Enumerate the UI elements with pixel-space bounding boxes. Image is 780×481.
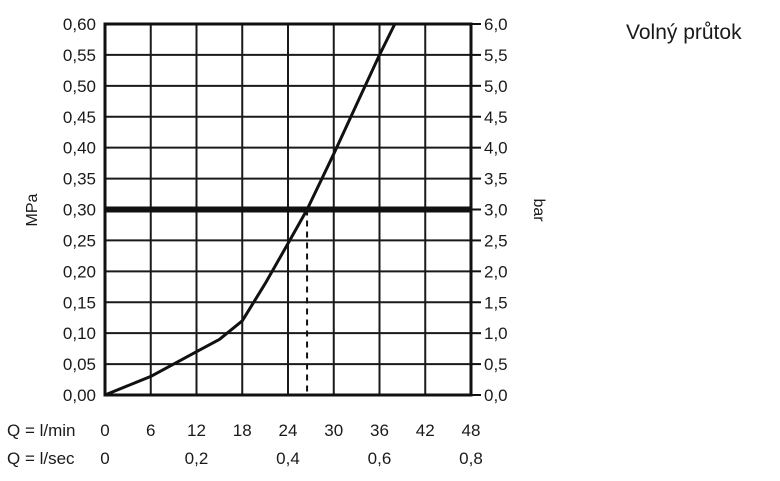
left-tick-label: 0,20 xyxy=(63,262,96,281)
bottom-tick-label-lsec: 0,8 xyxy=(459,449,483,468)
row2-axis-label: Q = l/sec xyxy=(7,449,75,468)
row1-axis-label: Q = l/min xyxy=(7,421,76,440)
right-tick-label: 4,5 xyxy=(484,108,508,127)
left-tick-label: 0,45 xyxy=(63,108,96,127)
right-axis-ticks: 0,0 0,5 1,0 1,5 2,0 2,5 3,0 3,5 4,0 4,5 5,0 5,5 6,0 xyxy=(471,15,508,405)
left-tick-label: 0,40 xyxy=(63,139,96,158)
bottom-tick-label-lmin: 6 xyxy=(146,421,155,440)
bottom-tick-label-lsec: 0 xyxy=(100,449,109,468)
left-tick-label: 0,10 xyxy=(63,324,96,343)
bottom-tick-label-lmin: 30 xyxy=(324,421,343,440)
right-axis-title: bar xyxy=(530,198,547,222)
bottom-axis-lmin: 0 6 12 18 24 30 36 42 48 xyxy=(100,421,480,440)
left-tick-label: 0,00 xyxy=(63,386,96,405)
bottom-tick-label-lsec: 0,2 xyxy=(185,449,209,468)
bottom-tick-label-lsec: 0,4 xyxy=(276,449,300,468)
right-tick-label: 4,0 xyxy=(484,139,508,158)
right-tick-label: 3,0 xyxy=(484,201,508,220)
right-tick-label: 5,0 xyxy=(484,77,508,96)
right-tick-label: 2,5 xyxy=(484,231,508,250)
bottom-tick-label-lmin: 48 xyxy=(462,421,481,440)
right-tick-label: 5,5 xyxy=(484,46,508,65)
right-tick-label: 0,0 xyxy=(484,386,508,405)
left-tick-label: 0,60 xyxy=(63,15,96,34)
bottom-tick-label-lmin: 42 xyxy=(416,421,435,440)
chart-caption: Volný průtok xyxy=(626,21,742,44)
flow-curve xyxy=(103,22,397,397)
bottom-tick-label-lmin: 36 xyxy=(370,421,389,440)
left-tick-label: 0,15 xyxy=(63,293,96,312)
left-tick-label: 0,25 xyxy=(63,231,96,250)
series-group xyxy=(103,22,397,397)
left-tick-label: 0,35 xyxy=(63,170,96,189)
right-tick-label: 3,5 xyxy=(484,170,508,189)
left-tick-label: 0,50 xyxy=(63,77,96,96)
right-tick-label: 2,0 xyxy=(484,262,508,281)
bottom-tick-label-lsec: 0,6 xyxy=(368,449,392,468)
left-tick-label: 0,05 xyxy=(63,355,96,374)
right-tick-label: 1,0 xyxy=(484,324,508,343)
left-axis-title: MPa xyxy=(24,193,41,226)
left-axis-ticks: 0,00 0,05 0,10 0,15 0,20 0,25 0,30 0,35 0,40 0,45… xyxy=(63,15,96,405)
left-tick-label: 0,55 xyxy=(63,46,96,65)
left-tick-label: 0,30 xyxy=(63,201,96,220)
bottom-tick-label-lmin: 0 xyxy=(100,421,109,440)
reference-line-group xyxy=(105,206,471,395)
bottom-tick-label-lmin: 24 xyxy=(279,421,298,440)
right-tick-label: 0,5 xyxy=(484,355,508,374)
right-tick-label: 1,5 xyxy=(484,293,508,312)
right-tick-label: 6,0 xyxy=(484,15,508,34)
bottom-axis-lsec: 0 0,2 0,4 0,6 0,8 xyxy=(100,449,483,468)
bottom-tick-label-lmin: 12 xyxy=(187,421,206,440)
bottom-tick-label-lmin: 18 xyxy=(233,421,252,440)
